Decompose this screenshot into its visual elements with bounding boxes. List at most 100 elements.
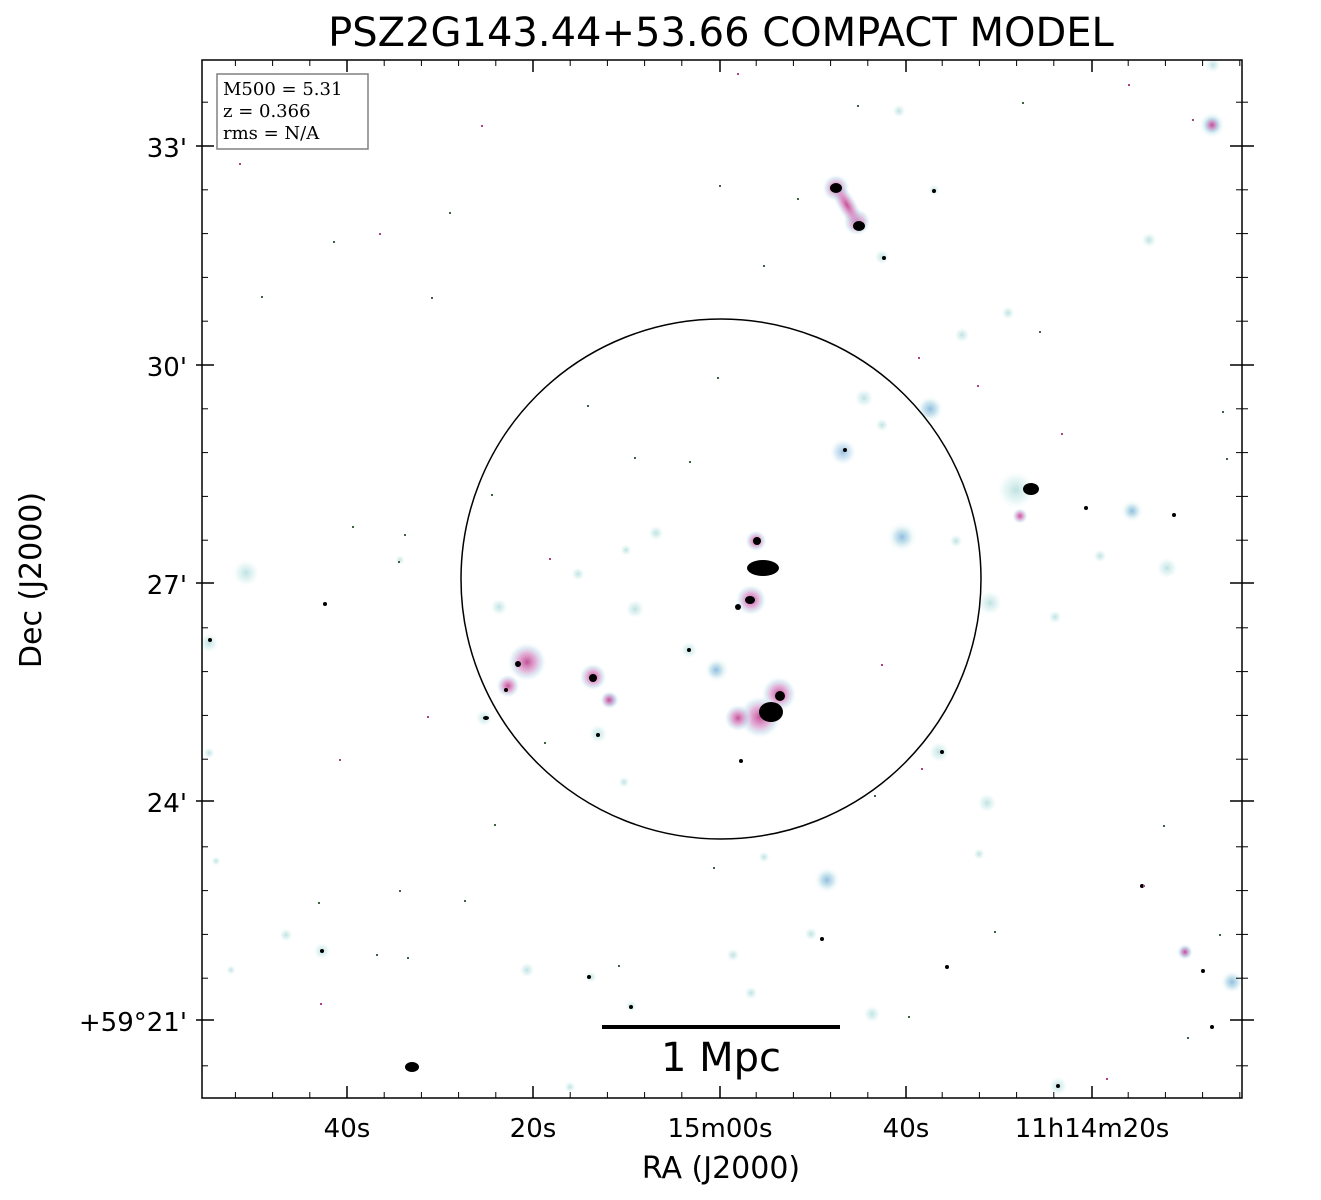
bright-core (687, 648, 691, 652)
noise-speck (1106, 1078, 1108, 1080)
x-tick-label: 15m00s (667, 1114, 772, 1144)
faint-source (949, 534, 963, 548)
bright-core (323, 602, 327, 606)
bright-core (1210, 1025, 1214, 1029)
noise-speck (634, 457, 636, 459)
bright-core (945, 965, 949, 969)
blue-source (829, 438, 857, 466)
axis-ticks (196, 60, 1254, 1098)
noise-speck (1187, 1037, 1189, 1039)
noise-speck (1022, 102, 1024, 104)
noise-speck (994, 931, 996, 933)
sources-layer (202, 60, 1242, 1096)
faint-source (203, 747, 215, 759)
noise-speck (481, 125, 483, 127)
noise-speck (318, 902, 320, 904)
faint-source (232, 559, 260, 587)
y-tick-label: 33' (147, 134, 187, 164)
noise-speck (618, 965, 620, 967)
bright-core (747, 560, 779, 576)
pink-source (724, 704, 752, 732)
bright-core (483, 716, 489, 720)
noise-speck (717, 377, 719, 379)
noise-speck (857, 105, 859, 107)
scale-bar: 1 Mpc (602, 1025, 840, 1081)
blue-source (706, 660, 726, 680)
noise-speck (719, 185, 721, 187)
noise-speck (333, 241, 335, 243)
bright-core (587, 975, 591, 979)
noise-speck (918, 357, 920, 359)
bright-core (882, 256, 886, 260)
faint-source (863, 1005, 881, 1023)
noise-speck (464, 900, 466, 902)
pink-source (600, 691, 618, 709)
faint-source (854, 388, 874, 408)
faint-source (202, 633, 219, 653)
noise-speck (1226, 458, 1228, 460)
bright-core (843, 448, 847, 452)
noise-speck (1222, 411, 1224, 413)
bright-core (820, 937, 824, 941)
info-redshift: z = 0.366 (223, 101, 311, 122)
noise-speck (1039, 331, 1041, 333)
faint-source (744, 986, 758, 1000)
bright-core (753, 537, 761, 545)
y-tick-label: 30' (147, 353, 187, 383)
noise-speck (1143, 885, 1145, 887)
noise-speck (713, 867, 715, 869)
noise-speck (881, 664, 883, 666)
noise-speck (339, 759, 341, 761)
bright-core (940, 750, 944, 754)
faint-source (1156, 557, 1178, 579)
noise-speck (320, 1003, 322, 1005)
noise-speck (1192, 119, 1194, 121)
bright-core (853, 221, 865, 231)
x-tick-label: 40s (883, 1114, 930, 1144)
plot-title: PSZ2G143.44+53.66 COMPACT MODEL (328, 10, 1114, 56)
noise-speck (587, 405, 589, 407)
noise-speck (737, 73, 739, 75)
faint-source (625, 599, 645, 619)
pink-source (1203, 116, 1221, 134)
noise-speck (239, 163, 241, 165)
info-box: M500 = 5.31 z = 0.366 rms = N/A (216, 73, 369, 150)
noise-speck (1219, 934, 1221, 936)
noise-speck (874, 795, 876, 797)
y-axis-label: Dec (J2000) (14, 492, 49, 668)
faint-source (279, 928, 293, 942)
noise-speck (689, 461, 691, 463)
bright-core (515, 661, 521, 667)
noise-speck (404, 534, 406, 536)
noise-speck (494, 824, 496, 826)
y-tick-label: 27' (147, 571, 187, 601)
noise-speck (399, 890, 401, 892)
y-tick-label: +59°21' (79, 1008, 187, 1038)
noise-speck (407, 957, 409, 959)
faint-source (211, 856, 221, 866)
faint-source (1001, 306, 1015, 320)
x-tick-label: 40s (324, 1114, 371, 1144)
noise-speck (1061, 433, 1063, 435)
noise-speck (549, 558, 551, 560)
pink-source (496, 674, 520, 698)
pink-source (1178, 945, 1192, 959)
faint-source (875, 418, 889, 432)
x-tick-label: 11h14m20s (1015, 1114, 1170, 1144)
faint-source (996, 470, 1036, 510)
plot-frame (201, 59, 1243, 1099)
noise-speck (352, 526, 354, 528)
faint-source (928, 741, 950, 763)
noise-speck (977, 385, 979, 387)
bright-core (735, 604, 741, 610)
noise-speck (1128, 84, 1130, 86)
faint-source (395, 555, 405, 565)
sky-image (202, 60, 1242, 1098)
r500-circle (460, 318, 982, 840)
bright-core (596, 733, 600, 737)
bright-core (1056, 1084, 1060, 1088)
noise-speck (908, 1016, 910, 1018)
noise-speck (491, 494, 493, 496)
blue-source (1222, 972, 1242, 992)
faint-source (490, 598, 508, 616)
